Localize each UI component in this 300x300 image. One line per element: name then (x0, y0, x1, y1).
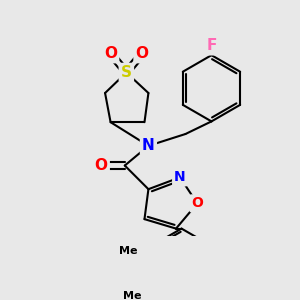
Text: O: O (104, 46, 117, 61)
Text: N: N (142, 138, 155, 153)
Text: S: S (121, 65, 132, 80)
Text: N: N (174, 170, 186, 184)
Text: Me: Me (119, 246, 137, 256)
Text: Me: Me (123, 291, 141, 300)
Text: O: O (94, 158, 108, 173)
Text: F: F (206, 38, 217, 53)
Text: O: O (136, 46, 148, 61)
Text: O: O (191, 196, 203, 210)
